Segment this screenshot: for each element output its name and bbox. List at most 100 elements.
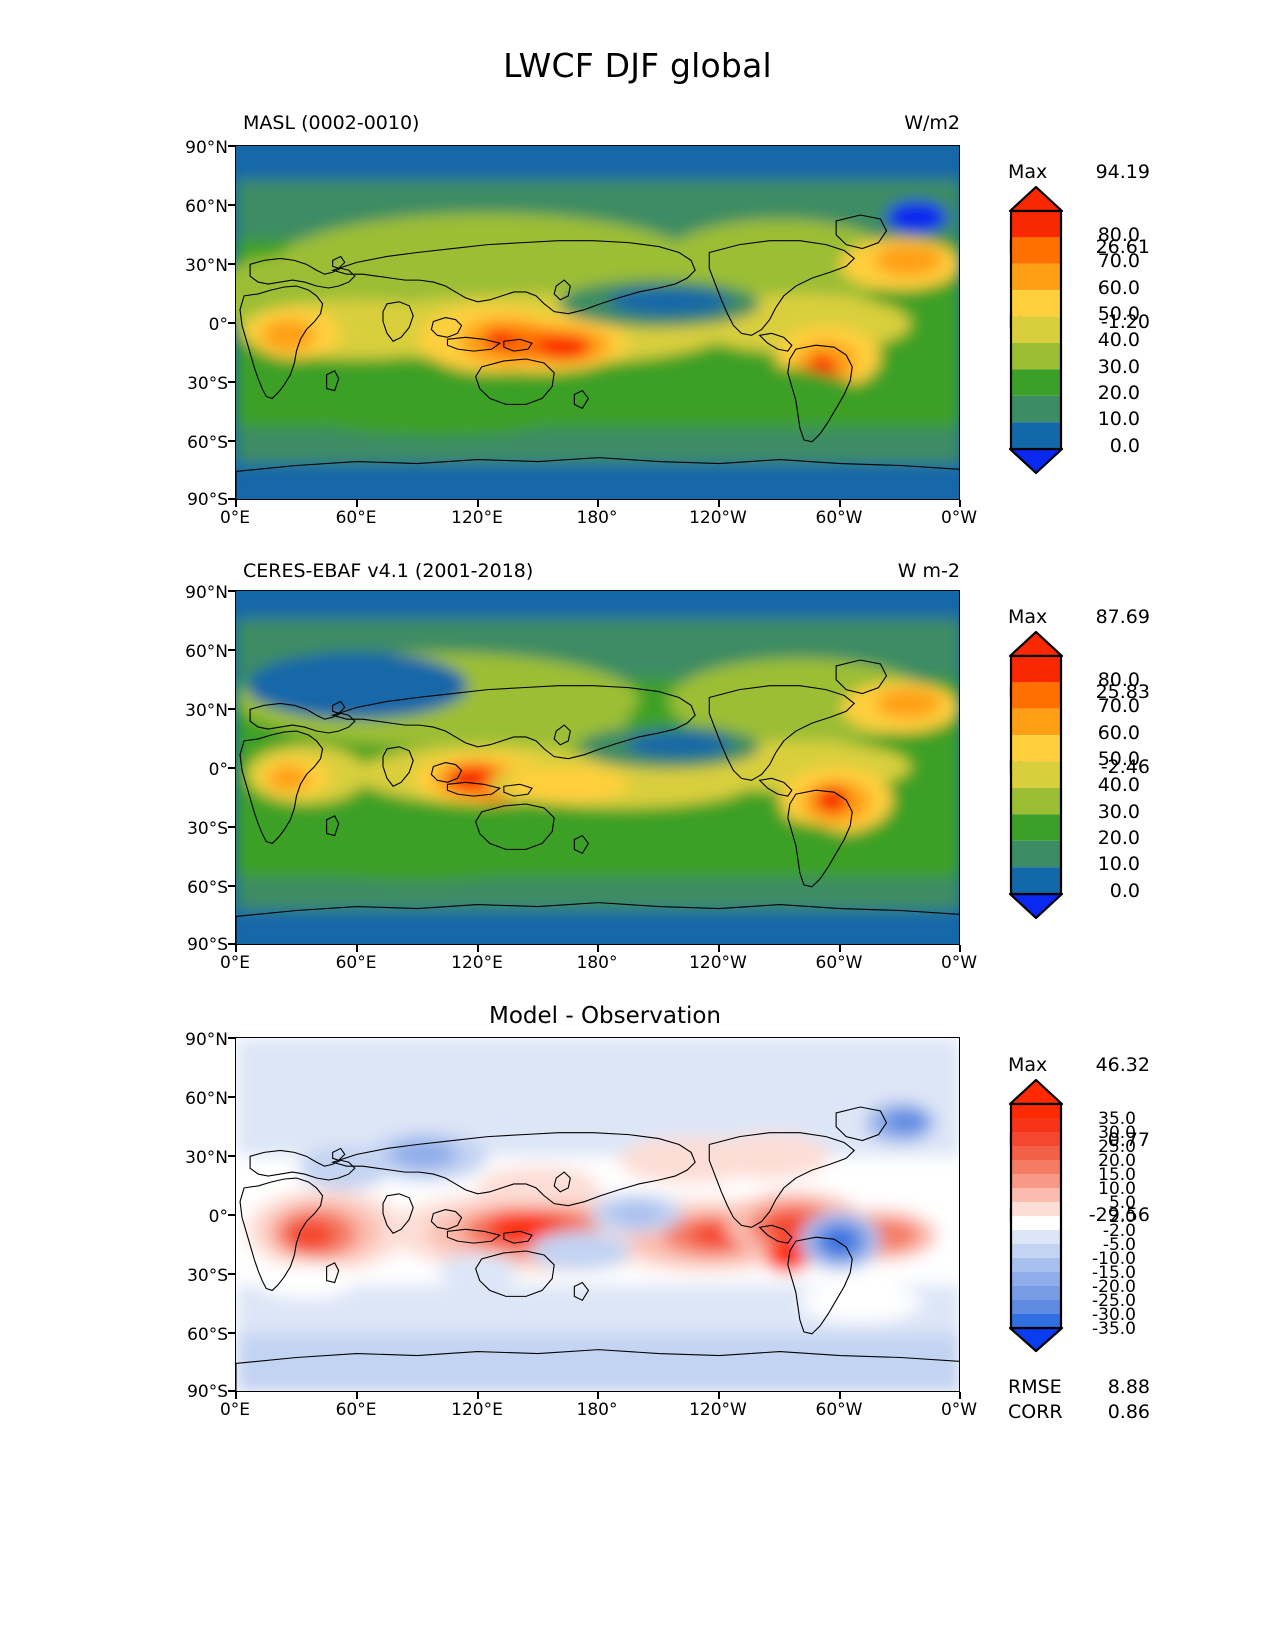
cbar-model-tick-30: 30.0 bbox=[1097, 356, 1140, 378]
cbar-model-tick-80: 80.0 bbox=[1097, 224, 1140, 246]
stats3-max-label: Max bbox=[1008, 1054, 1048, 1076]
cbar-obs-tick-10: 10.0 bbox=[1097, 853, 1140, 875]
cbar-diff-tick-5: 5.0 bbox=[1108, 1193, 1136, 1213]
stats3-min-value: -29.56 bbox=[1088, 1204, 1150, 1226]
stats3-max-value: 46.32 bbox=[1095, 1054, 1150, 1076]
cbar-diff-tick-m2: -2.0 bbox=[1102, 1221, 1136, 1241]
cbar-obs-tick-60: 60.0 bbox=[1097, 722, 1140, 744]
panel-observation-units: W m-2 bbox=[897, 560, 960, 582]
cbar-diff-tick-m5: -5.0 bbox=[1102, 1235, 1136, 1255]
map-difference-canvas bbox=[236, 1038, 959, 1391]
xlabel2-120e: 120°E bbox=[451, 953, 503, 973]
cbar-obs-tick-70: 70.0 bbox=[1097, 695, 1140, 717]
ylabel-0: 0° bbox=[208, 315, 228, 335]
ylabel2-60n: 60°N bbox=[185, 642, 228, 662]
xlabel-60e: 60°E bbox=[335, 508, 377, 528]
cbar-obs-tick-40: 40.0 bbox=[1097, 774, 1140, 796]
xlabel2-180: 180° bbox=[576, 953, 618, 973]
cbar-obs-tick-20: 20.0 bbox=[1097, 827, 1140, 849]
panel-difference-title: Model - Observation bbox=[488, 1003, 722, 1029]
map-difference[interactable] bbox=[235, 1037, 960, 1392]
ylabel2-90s: 90°S bbox=[187, 935, 228, 955]
skill-metrics: RMSE 8.88 CORR 0.86 bbox=[1008, 1375, 1150, 1425]
cbar-obs-tick-80: 80.0 bbox=[1097, 669, 1140, 691]
colorbar-observation[interactable]: 80.0 70.0 60.0 50.0 40.0 30.0 20.0 10.0 … bbox=[1008, 630, 1140, 920]
ylabel2-30s: 30°S bbox=[187, 819, 228, 839]
stats2-max-value: 87.69 bbox=[1095, 606, 1150, 628]
xlabel3-180: 180° bbox=[576, 1400, 618, 1420]
figure-title: LWCF DJF global bbox=[503, 46, 772, 85]
cbar-diff-tick-35: 35.0 bbox=[1098, 1109, 1136, 1129]
xlabel2-120w: 120°W bbox=[689, 953, 747, 973]
xlabel3-0w: 0°W bbox=[940, 1400, 978, 1420]
colorbar-model-bar bbox=[1008, 185, 1064, 475]
map-observation[interactable] bbox=[235, 590, 960, 945]
ylabel3-60n: 60°N bbox=[185, 1089, 228, 1109]
cbar-diff-tick-2: 2.0 bbox=[1108, 1207, 1136, 1227]
cbar-obs-tick-30: 30.0 bbox=[1097, 801, 1140, 823]
cbar-diff-tick-25: 25.0 bbox=[1098, 1137, 1136, 1157]
xlabel-120e: 120°E bbox=[451, 508, 503, 528]
colorbar-difference[interactable]: 35.0 30.0 25.0 20.0 15.0 10.0 5.0 2.0 -2… bbox=[1008, 1078, 1136, 1353]
cbar-diff-tick-m25: -25.0 bbox=[1092, 1291, 1136, 1311]
ylabel3-90n: 90°N bbox=[185, 1030, 228, 1050]
corr-label: CORR bbox=[1008, 1401, 1063, 1423]
panel-model-units: W/m2 bbox=[904, 112, 960, 134]
stats-max-value: 94.19 bbox=[1095, 161, 1150, 183]
cbar-diff-tick-m35: -35.0 bbox=[1092, 1319, 1136, 1339]
colorbar-observation-bar bbox=[1008, 630, 1064, 920]
ylabel3-0: 0° bbox=[208, 1207, 228, 1227]
xlabel2-0e: 0°E bbox=[219, 953, 251, 973]
map-observation-canvas bbox=[236, 591, 959, 944]
cbar-obs-tick-50: 50.0 bbox=[1097, 748, 1140, 770]
cbar-model-tick-60: 60.0 bbox=[1097, 277, 1140, 299]
cbar-diff-tick-15: 15.0 bbox=[1098, 1165, 1136, 1185]
cbar-model-tick-70: 70.0 bbox=[1097, 250, 1140, 272]
ylabel2-30n: 30°N bbox=[185, 701, 228, 721]
stats2-max-label: Max bbox=[1008, 606, 1048, 628]
xlabel-60w: 60°W bbox=[815, 508, 863, 528]
xlabel2-60w: 60°W bbox=[815, 953, 863, 973]
rmse-value: 8.88 bbox=[1107, 1376, 1150, 1398]
xlabel3-0e: 0°E bbox=[219, 1400, 251, 1420]
map-model-canvas bbox=[236, 146, 959, 499]
cbar-model-tick-0: 0.0 bbox=[1109, 435, 1140, 457]
stats2-min-value: -2.46 bbox=[1100, 756, 1150, 778]
colorbar-difference-bar bbox=[1008, 1078, 1064, 1353]
ylabel-30s: 30°S bbox=[187, 374, 228, 394]
colorbar-model[interactable]: 80.0 70.0 60.0 50.0 40.0 30.0 20.0 10.0 … bbox=[1008, 185, 1140, 475]
cbar-model-tick-20: 20.0 bbox=[1097, 382, 1140, 404]
cbar-diff-tick-m20: -20.0 bbox=[1092, 1277, 1136, 1297]
ylabel2-0: 0° bbox=[208, 760, 228, 780]
stats3-mean-value: 0.77 bbox=[1107, 1129, 1150, 1151]
xlabel2-0w: 0°W bbox=[940, 953, 978, 973]
ylabel-60s: 60°S bbox=[187, 433, 228, 453]
cbar-diff-tick-m10: -10.0 bbox=[1092, 1249, 1136, 1269]
ylabel2-60s: 60°S bbox=[187, 878, 228, 898]
cbar-diff-tick-m15: -15.0 bbox=[1092, 1263, 1136, 1283]
cbar-diff-tick-10: 10.0 bbox=[1098, 1179, 1136, 1199]
stats-mean-value: 26.61 bbox=[1095, 236, 1150, 258]
cbar-model-tick-10: 10.0 bbox=[1097, 408, 1140, 430]
ylabel3-90s: 90°S bbox=[187, 1382, 228, 1402]
ylabel-90s: 90°S bbox=[187, 490, 228, 510]
ylabel-60n: 60°N bbox=[185, 197, 228, 217]
ylabel3-30n: 30°N bbox=[185, 1148, 228, 1168]
stats2-mean-value: 25.83 bbox=[1095, 681, 1150, 703]
panel-observation-title: CERES-EBAF v4.1 (2001-2018) bbox=[243, 560, 534, 582]
xlabel3-60w: 60°W bbox=[815, 1400, 863, 1420]
xlabel-0e: 0°E bbox=[219, 508, 251, 528]
corr-value: 0.86 bbox=[1107, 1401, 1150, 1423]
xlabel3-120w: 120°W bbox=[689, 1400, 747, 1420]
map-model[interactable] bbox=[235, 145, 960, 500]
stats-min-value: -1.20 bbox=[1100, 311, 1150, 333]
ylabel3-30s: 30°S bbox=[187, 1266, 228, 1286]
xlabel-120w: 120°W bbox=[689, 508, 747, 528]
ylabel2-90n: 90°N bbox=[185, 583, 228, 603]
cbar-diff-tick-m30: -30.0 bbox=[1092, 1305, 1136, 1325]
cbar-model-tick-40: 40.0 bbox=[1097, 329, 1140, 351]
cbar-diff-tick-30: 30.0 bbox=[1098, 1123, 1136, 1143]
ylabel3-60s: 60°S bbox=[187, 1325, 228, 1345]
stats-max-label: Max bbox=[1008, 161, 1048, 183]
xlabel2-60e: 60°E bbox=[335, 953, 377, 973]
